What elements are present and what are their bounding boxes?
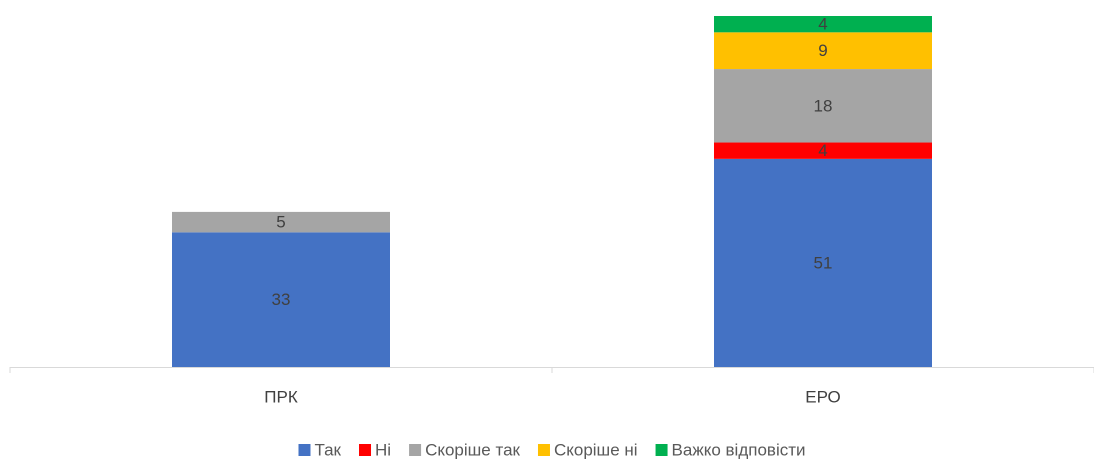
data-label: 51 — [814, 253, 833, 272]
data-label: 4 — [818, 15, 827, 34]
bar-segment — [172, 232, 390, 367]
bar-segment — [172, 211, 390, 233]
bar-segment — [714, 16, 932, 33]
bar-segment — [714, 142, 932, 159]
legend-swatch — [655, 444, 668, 456]
data-label: 9 — [818, 41, 827, 60]
data-label: 4 — [818, 141, 827, 160]
x-tick-label: ЕРО — [805, 387, 841, 406]
bar-segment — [714, 32, 932, 70]
legend-swatch — [409, 444, 422, 456]
data-label: 33 — [272, 290, 291, 309]
legend-label: Ні — [375, 440, 391, 459]
legend-swatch — [298, 444, 311, 456]
legend-label: Скоріше так — [425, 440, 520, 459]
legend-label: Важко відповісти — [672, 440, 806, 459]
data-label: 5 — [276, 213, 285, 232]
data-label: 18 — [814, 96, 833, 115]
legend-swatch — [537, 444, 550, 456]
x-tick-label: ПРК — [264, 387, 298, 406]
legend-label: Так — [314, 440, 341, 459]
legend-label: Скоріше ні — [554, 440, 638, 459]
bar-segment — [714, 158, 932, 367]
bar-segment — [714, 69, 932, 143]
legend-swatch — [359, 444, 372, 456]
